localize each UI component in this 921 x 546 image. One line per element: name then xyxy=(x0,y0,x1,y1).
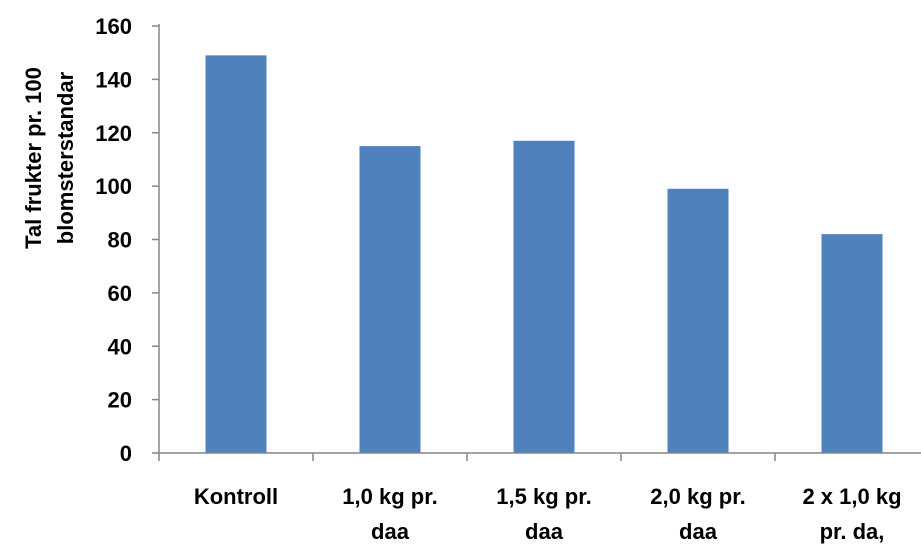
bar xyxy=(205,55,267,453)
bar xyxy=(821,234,883,453)
bar xyxy=(667,188,729,453)
y-axis-ticks: 0 20 40 60 80 100 120 140 160 xyxy=(95,14,159,466)
y-tick-label: 40 xyxy=(108,334,132,359)
x-category-label-line: Kontroll xyxy=(194,484,278,509)
y-tick-label: 80 xyxy=(108,228,132,253)
y-tick-label: 100 xyxy=(95,174,132,199)
x-category-label: 1,0 kg pr. daa xyxy=(342,484,437,544)
x-category-label-line: daa xyxy=(525,519,564,544)
y-tick-label: 160 xyxy=(95,14,132,39)
y-axis-title-line: blomsterstandar xyxy=(53,71,78,244)
x-category-label-line: daa xyxy=(371,519,410,544)
y-tick-label: 140 xyxy=(95,67,132,92)
x-category-label: 2 x 1,0 kg pr. da, xyxy=(802,484,901,544)
y-tick-label: 0 xyxy=(120,441,132,466)
y-tick-label: 20 xyxy=(108,388,132,413)
x-category-label-line: daa xyxy=(679,519,718,544)
x-category-label-line: 2 x 1,0 kg xyxy=(802,484,901,509)
x-category-label-line: pr. da, xyxy=(820,519,885,544)
y-axis-title: Tal frukter pr. 100 blomsterstandar xyxy=(21,67,78,249)
bar xyxy=(513,140,575,453)
x-category-label: Kontroll xyxy=(194,484,278,509)
x-category-label: 1,5 kg pr. daa xyxy=(496,484,591,544)
bar xyxy=(359,146,421,453)
y-tick-label: 60 xyxy=(108,281,132,306)
x-category-label: 2,0 kg pr. daa xyxy=(650,484,745,544)
x-category-label-line: 1,5 kg pr. xyxy=(496,484,591,509)
y-tick-label: 120 xyxy=(95,121,132,146)
y-axis-title-line: Tal frukter pr. 100 xyxy=(21,67,46,249)
x-category-label-line: 2,0 kg pr. xyxy=(650,484,745,509)
x-category-label-line: 1,0 kg pr. xyxy=(342,484,437,509)
axes xyxy=(158,24,921,461)
bars xyxy=(205,55,883,453)
